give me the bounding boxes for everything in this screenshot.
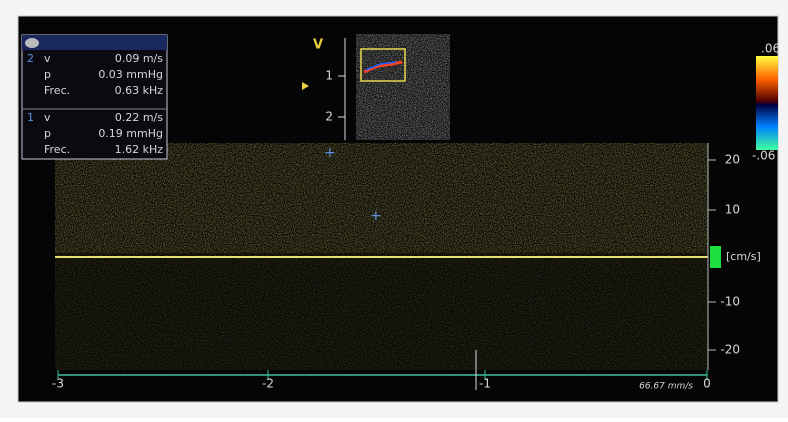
measurement-value: 0.19 mmHg (98, 127, 163, 140)
measurement-name: Frec. (44, 143, 70, 156)
time-tick-label: -1 (479, 377, 491, 391)
depth-label: 2 (325, 110, 333, 124)
depth-label: 1 (325, 69, 333, 83)
b-mode-image (356, 34, 450, 140)
color-scale-top: .06 (761, 42, 780, 56)
velocity-tick-label: 20 (725, 153, 740, 167)
measurement-index: 1 (27, 111, 34, 124)
measurement-name: v (44, 111, 51, 124)
velocity-tick-label: 10 (725, 203, 740, 217)
measurement-value: 0.63 kHz (115, 84, 164, 97)
panel-header (22, 35, 167, 50)
time-tick-label: -3 (52, 377, 64, 391)
color-bar (756, 56, 778, 150)
measurement-value: 0.22 m/s (115, 111, 163, 124)
time-tick-label: 0 (703, 377, 711, 391)
baseline-marker (710, 246, 721, 268)
velocity-tick-label: -10 (720, 295, 740, 309)
measurement-value: 0.03 mmHg (98, 68, 163, 81)
mode-label: V (313, 38, 323, 53)
cursor-marker: + (370, 208, 382, 224)
velocity-unit: [cm/s] (726, 250, 761, 263)
velocity-tick-label: -20 (720, 343, 740, 357)
measurement-name: v (44, 52, 51, 65)
sweep-speed: 66.67 mm/s (639, 382, 693, 392)
ultrasound-screen: 1 2 V .06 -.06 2v0.09 m/sp0.03 mmHgFrec.… (0, 0, 788, 418)
measurement-index: 2 (27, 52, 34, 65)
measurement-name: p (44, 68, 51, 81)
measurement-name: Frec. (44, 84, 70, 97)
measurement-value: 1.62 kHz (115, 143, 164, 156)
time-tick-label: -2 (262, 377, 274, 391)
measurement-name: p (44, 127, 51, 140)
icon (25, 38, 39, 48)
color-scale-bottom: -.06 (752, 149, 775, 163)
measurement-value: 0.09 m/s (115, 52, 163, 65)
cursor-marker: + (324, 145, 336, 161)
